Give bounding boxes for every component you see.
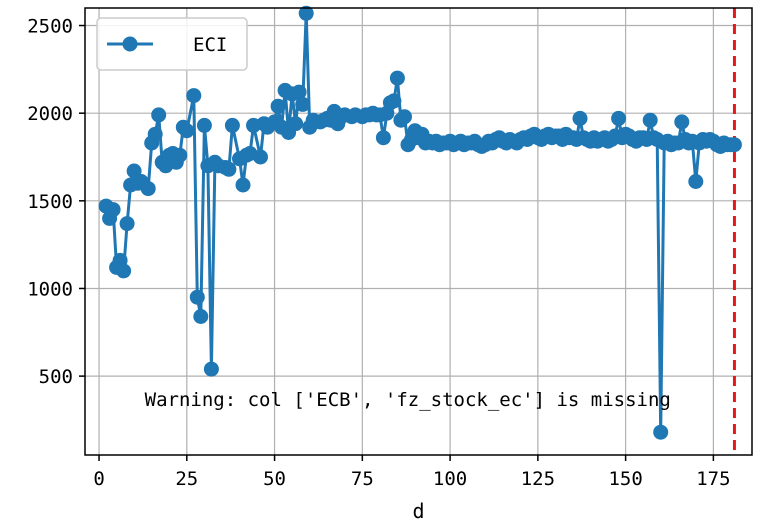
data-point [172,147,188,163]
data-point [105,202,121,218]
y-tick-label: 1500 [27,191,73,213]
grid [85,8,752,455]
y-tick-label: 2000 [27,103,73,125]
data-point [235,177,251,193]
data-point [193,309,209,324]
data-point [389,70,405,86]
data-point [386,93,402,109]
tick-labels: 0 25 50 75 100 125 150 175 500 1000 1500 2000 2500 [27,16,730,490]
x-tick-label: 50 [263,468,286,490]
data-point [688,174,704,189]
y-tick-label: 500 [39,366,73,388]
data-point [298,5,314,21]
x-tick-label: 150 [608,468,642,490]
data-point [288,116,304,132]
data-point [126,163,142,179]
data-point [151,107,167,123]
x-tick-label: 25 [175,468,198,490]
data-point [203,361,219,377]
data-point [224,117,240,133]
x-tick-label: 125 [521,468,555,490]
legend-marker [122,36,138,52]
data-point [397,109,412,125]
data-point [189,289,205,305]
data-point [572,110,588,126]
data-point [295,96,311,112]
data-point [375,130,391,146]
data-point [179,123,195,139]
data-point [653,424,669,440]
warning-annotation: Warning: col ['ECB', 'fz_stock_ec'] is m… [145,389,671,411]
data-point [253,149,268,165]
axes [79,7,753,461]
data-point [726,137,742,153]
data-point [119,216,135,232]
data-point [611,110,627,126]
data-point [140,181,156,197]
plot-frame [84,7,753,456]
data-point [221,161,237,177]
data-point [116,263,132,279]
y-tick-label: 1000 [27,278,73,300]
data-point [291,84,307,100]
x-tick-label: 75 [351,468,374,490]
series-layer [98,5,742,440]
data-point [642,112,658,128]
data-point [674,114,690,130]
data-point [270,98,286,114]
legend: ECI [96,17,248,71]
data-point [196,117,212,133]
legend-label: ECI [193,34,227,56]
x-tick-label: 100 [433,468,467,490]
x-axis-label: d [412,499,424,523]
data-point [186,88,202,104]
data-point [147,126,163,142]
legend-box [96,17,248,71]
y-tick-label: 2500 [27,16,73,38]
x-tick-label: 0 [93,468,104,490]
x-tick-label: 175 [696,468,730,490]
